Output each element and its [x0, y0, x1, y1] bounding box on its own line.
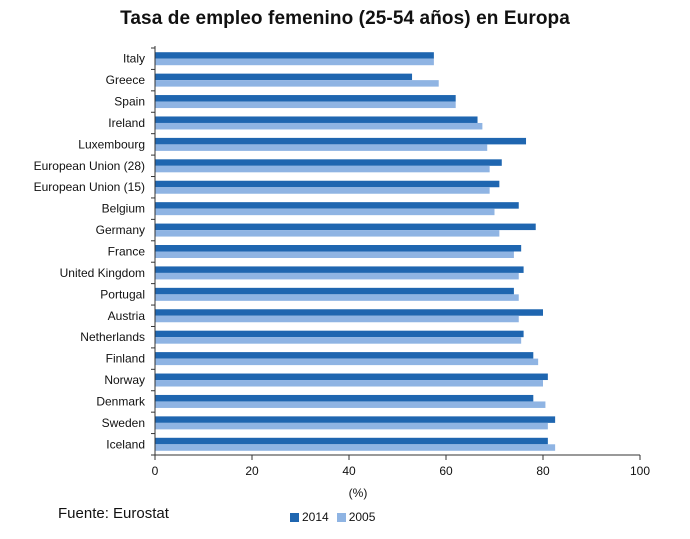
bar-italy-2005: [155, 58, 434, 66]
x-tick-label-40: 40: [342, 464, 356, 478]
bar-belgium-2014: [155, 202, 519, 209]
bar-denmark-2005: [155, 401, 546, 408]
bar-austria-2014: [155, 309, 543, 316]
x-tick-label-100: 100: [630, 464, 650, 478]
x-tick-label-0: 0: [152, 464, 159, 478]
category-label-european-union-15: European Union (15): [34, 180, 145, 194]
bar-spain-2014: [155, 95, 456, 102]
chart-title: Tasa de empleo femenino (25-54 años) en …: [120, 8, 570, 29]
bar-european-union-28-2014: [155, 159, 502, 166]
x-axis-label: (%): [349, 486, 368, 500]
bar-belgium-2005: [155, 208, 495, 216]
bar-france-2005: [155, 251, 514, 258]
category-label-finland: Finland: [106, 352, 145, 366]
legend: 2014 2005: [290, 510, 383, 524]
bar-denmark-2014: [155, 394, 534, 402]
category-label-iceland: Iceland: [106, 437, 145, 451]
bar-spain-2005: [155, 101, 456, 109]
category-label-united-kingdom: United Kingdom: [60, 266, 145, 280]
bar-france-2014: [155, 245, 522, 252]
bar-european-union-15-2014: [155, 180, 500, 188]
axes: [151, 46, 641, 460]
category-label-spain: Spain: [114, 95, 145, 109]
bar-greece-2005: [155, 80, 439, 87]
bar-sweden-2005: [155, 422, 548, 430]
bar-germany-2005: [155, 230, 500, 237]
bar-finland-2014: [155, 352, 534, 359]
category-label-sweden: Sweden: [102, 416, 145, 430]
bar-finland-2005: [155, 358, 539, 366]
category-label-germany: Germany: [96, 223, 145, 237]
bar-luxembourg-2005: [155, 144, 488, 151]
bar-luxembourg-2014: [155, 137, 527, 145]
category-label-netherlands: Netherlands: [80, 330, 145, 344]
bar-iceland-2005: [155, 444, 556, 451]
bar-netherlands-2014: [155, 330, 524, 338]
bar-italy-2014: [155, 52, 434, 59]
category-label-austria: Austria: [108, 309, 146, 323]
bar-norway-2005: [155, 380, 543, 387]
bar-european-union-15-2005: [155, 187, 490, 194]
category-label-greece: Greece: [106, 73, 146, 87]
legend-label-2005: 2005: [348, 510, 376, 524]
category-label-italy: Italy: [123, 52, 145, 66]
bar-norway-2014: [155, 373, 548, 381]
bar-portugal-2014: [155, 287, 514, 295]
bar-united-kingdom-2005: [155, 272, 519, 280]
legend-item-2005: 2005: [336, 510, 376, 524]
tick-labels: 0 20 40 60 80 100: [152, 464, 651, 478]
category-label-portugal: Portugal: [100, 287, 145, 301]
bar-sweden-2014: [155, 416, 556, 423]
category-label-ireland: Ireland: [108, 116, 145, 130]
category-label-belgium: Belgium: [102, 202, 145, 216]
bar-iceland-2014: [155, 437, 548, 445]
bar-united-kingdom-2014: [155, 266, 524, 273]
x-tick-label-20: 20: [245, 464, 259, 478]
bar-portugal-2005: [155, 294, 519, 301]
category-label-france: France: [108, 245, 146, 259]
bars: [155, 52, 556, 451]
x-tick-label-60: 60: [439, 464, 453, 478]
category-label-luxembourg: Luxembourg: [78, 137, 145, 151]
bar-netherlands-2005: [155, 337, 522, 344]
bar-austria-2005: [155, 315, 519, 323]
bar-european-union-28-2005: [155, 165, 490, 173]
legend-swatch-2005: [336, 512, 346, 522]
legend-swatch-2014: [290, 512, 299, 522]
source-note: Fuente: Eurostat: [58, 505, 169, 522]
legend-item-2014: 2014: [290, 510, 329, 524]
category-labels: Italy Greece Spain Ireland Luxembourg Europea…: [34, 52, 146, 452]
legend-label-2014: 2014: [302, 510, 329, 524]
bar-germany-2014: [155, 223, 536, 231]
bar-greece-2014: [155, 73, 413, 81]
category-label-norway: Norway: [104, 373, 145, 387]
x-tick-label-80: 80: [536, 464, 550, 478]
bar-ireland-2014: [155, 116, 478, 123]
category-label-denmark: Denmark: [96, 394, 146, 408]
bar-ireland-2005: [155, 122, 483, 130]
category-label-european-union-28: European Union (28): [34, 159, 145, 173]
